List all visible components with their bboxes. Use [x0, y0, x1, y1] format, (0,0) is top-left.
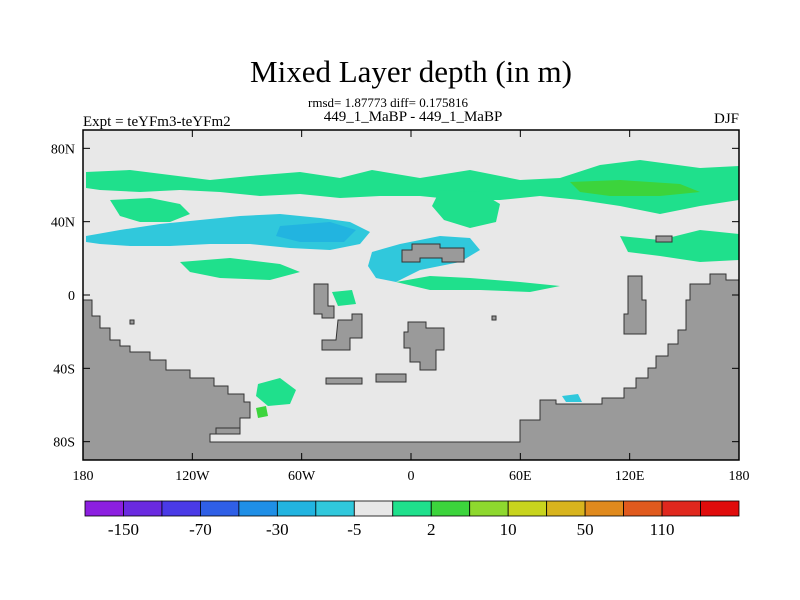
greenland-patch	[325, 377, 363, 385]
colorbar-label: 110	[650, 520, 675, 539]
tiny-island-b	[491, 315, 497, 321]
continents	[82, 235, 740, 461]
y-tick-label: 80N	[51, 142, 75, 157]
colorbar-label: 10	[500, 520, 517, 539]
south-pacific-green	[256, 378, 296, 406]
colorbar-label: 50	[577, 520, 594, 539]
x-tick-label: 120E	[615, 469, 645, 484]
x-tick-label: 180	[73, 469, 94, 484]
scotia-islands	[375, 373, 407, 383]
chart-title: Mixed Layer depth (in m)	[250, 54, 572, 89]
north-atlantic-green	[432, 190, 500, 228]
stats-line: rmsd= 1.87773 diff= 0.175816	[308, 95, 468, 110]
colorbar-swatch	[84, 500, 124, 517]
tiny-island-a	[129, 319, 135, 325]
pacific-west-green	[620, 230, 739, 262]
colorbar-swatch	[430, 500, 471, 517]
equatorial-atlantic-green	[396, 276, 560, 292]
x-axis: 180 120W 60W 0 60E 120E 180	[73, 130, 750, 484]
colorbar-swatch	[623, 500, 663, 517]
colorbar-swatch	[315, 500, 355, 517]
south-america-antarctica-landmass	[82, 273, 740, 461]
x-tick-label: 180	[729, 469, 750, 484]
eurasia-patch	[401, 243, 465, 263]
north-pacific-blue-core	[276, 222, 356, 242]
colorbar-swatch	[353, 500, 394, 517]
colorbar: -150 -70 -30 -5 2 10 50 110	[84, 500, 740, 539]
colorbar-swatch	[661, 500, 701, 517]
arctic-green-band	[86, 160, 739, 214]
y-tick-label: 40N	[51, 216, 75, 231]
siberia-strong-green	[570, 180, 700, 196]
map-panel	[82, 129, 740, 461]
colorbar-label: 2	[427, 520, 436, 539]
colorbar-label: -150	[108, 520, 139, 539]
colorbar-swatch	[546, 500, 586, 517]
y-tick-label: 40S	[53, 362, 75, 377]
colorbar-swatch	[161, 500, 201, 517]
colorbar-swatch	[584, 500, 624, 517]
mid-atlantic-green	[332, 290, 356, 306]
colorbar-swatch	[276, 500, 317, 517]
north-pacific-green	[110, 198, 190, 222]
colorbar-swatch	[392, 500, 432, 517]
colorbar-swatch	[123, 500, 163, 517]
india-peninsula	[623, 275, 647, 335]
y-axis: 80N 40N 0 40S 80S	[51, 142, 739, 451]
south-america-continent	[313, 283, 335, 319]
x-tick-label: 120W	[175, 469, 210, 484]
x-tick-label: 60E	[509, 469, 532, 484]
y-tick-label: 80S	[53, 436, 75, 451]
colorbar-swatch	[507, 500, 548, 517]
colorbar-swatch	[700, 500, 740, 517]
south-indian-blue	[562, 394, 582, 402]
antarctic-peninsula-tip	[215, 427, 241, 435]
x-tick-label: 0	[408, 469, 415, 484]
colorbar-label: -5	[347, 520, 361, 539]
season-label: DJF	[714, 111, 739, 127]
pacific-east-green	[180, 258, 300, 280]
africa-continent	[403, 321, 445, 371]
east-asia-patch	[655, 235, 673, 243]
south-atlantic-islands	[321, 313, 363, 351]
experiment-label: Expt = teYFm3-teYFm2	[83, 114, 231, 130]
colorbar-swatch	[238, 500, 278, 517]
colorbar-label: -70	[189, 520, 212, 539]
x-tick-label: 60W	[288, 469, 316, 484]
y-tick-label: 0	[68, 289, 75, 304]
colorbar-swatch	[469, 500, 509, 517]
drake-green-fleck	[256, 406, 268, 418]
chart-subtitle: 449_1_MaBP - 449_1_MaBP	[324, 109, 503, 125]
colorbar-swatch	[200, 500, 240, 517]
colorbar-label: -30	[266, 520, 289, 539]
